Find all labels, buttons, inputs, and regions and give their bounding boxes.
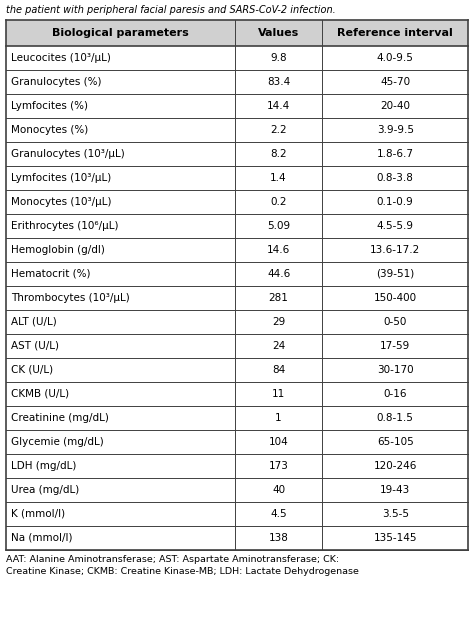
Text: Biological parameters: Biological parameters (52, 28, 189, 38)
Text: 3.9-9.5: 3.9-9.5 (377, 125, 414, 135)
Text: 0.8-1.5: 0.8-1.5 (377, 413, 414, 423)
Text: CK (U/L): CK (U/L) (11, 365, 53, 375)
Text: 120-246: 120-246 (374, 461, 417, 471)
Text: 0.8-3.8: 0.8-3.8 (377, 173, 414, 183)
Text: AST (U/L): AST (U/L) (11, 341, 59, 351)
Text: 135-145: 135-145 (374, 533, 417, 543)
Text: 19-43: 19-43 (380, 485, 410, 495)
Text: 0.2: 0.2 (270, 197, 287, 207)
Text: Na (mmol/l): Na (mmol/l) (11, 533, 73, 543)
Text: 1.4: 1.4 (270, 173, 287, 183)
Text: 44.6: 44.6 (267, 269, 290, 279)
Text: Erithrocytes (10⁶/μL): Erithrocytes (10⁶/μL) (11, 221, 118, 231)
Text: CKMB (U/L): CKMB (U/L) (11, 389, 69, 399)
Text: 0-16: 0-16 (383, 389, 407, 399)
Text: 9.8: 9.8 (270, 53, 287, 63)
Text: Reference interval: Reference interval (337, 28, 453, 38)
Text: Lymfocites (%): Lymfocites (%) (11, 101, 88, 111)
Text: Thrombocytes (10³/μL): Thrombocytes (10³/μL) (11, 293, 130, 303)
Text: 11: 11 (272, 389, 285, 399)
Text: 1: 1 (275, 413, 282, 423)
Text: 40: 40 (272, 485, 285, 495)
Text: 8.2: 8.2 (270, 149, 287, 159)
Text: 173: 173 (269, 461, 289, 471)
Text: Hemoglobin (g/dl): Hemoglobin (g/dl) (11, 245, 105, 255)
Text: the patient with peripheral facial paresis and SARS-CoV-2 infection.: the patient with peripheral facial pares… (6, 5, 336, 15)
Text: 0-50: 0-50 (383, 317, 407, 327)
Text: Monocytes (%): Monocytes (%) (11, 125, 88, 135)
Text: 14.4: 14.4 (267, 101, 290, 111)
Text: AAT: Alanine Aminotransferase; AST: Aspartate Aminotransferase; CK:
Creatine Kin: AAT: Alanine Aminotransferase; AST: Aspa… (6, 555, 359, 576)
Text: Hematocrit (%): Hematocrit (%) (11, 269, 91, 279)
Text: 4.5: 4.5 (270, 509, 287, 519)
Text: 5.09: 5.09 (267, 221, 290, 231)
Text: 14.6: 14.6 (267, 245, 290, 255)
Text: LDH (mg/dL): LDH (mg/dL) (11, 461, 76, 471)
Text: ALT (U/L): ALT (U/L) (11, 317, 57, 327)
Text: Monocytes (10³/μL): Monocytes (10³/μL) (11, 197, 111, 207)
Text: 1.8-6.7: 1.8-6.7 (377, 149, 414, 159)
Text: 45-70: 45-70 (380, 77, 410, 87)
Text: 2.2: 2.2 (270, 125, 287, 135)
Text: 24: 24 (272, 341, 285, 351)
Text: Creatinine (mg/dL): Creatinine (mg/dL) (11, 413, 109, 423)
Text: 0.1-0.9: 0.1-0.9 (377, 197, 414, 207)
Text: (39-51): (39-51) (376, 269, 414, 279)
Text: 281: 281 (269, 293, 289, 303)
Text: 4.0-9.5: 4.0-9.5 (377, 53, 414, 63)
Text: 104: 104 (269, 437, 289, 447)
Text: Glycemie (mg/dL): Glycemie (mg/dL) (11, 437, 104, 447)
Text: 30-170: 30-170 (377, 365, 413, 375)
Text: Lymfocites (10³/μL): Lymfocites (10³/μL) (11, 173, 111, 183)
Text: Granulocytes (%): Granulocytes (%) (11, 77, 101, 87)
Bar (6, 20, 468, 46)
Text: Granulocytes (10³/μL): Granulocytes (10³/μL) (11, 149, 125, 159)
Text: 83.4: 83.4 (267, 77, 290, 87)
Text: K (mmol/l): K (mmol/l) (11, 509, 65, 519)
Text: 150-400: 150-400 (374, 293, 417, 303)
Text: 29: 29 (272, 317, 285, 327)
Text: 20-40: 20-40 (380, 101, 410, 111)
Text: 65-105: 65-105 (377, 437, 414, 447)
Text: 4.5-5.9: 4.5-5.9 (377, 221, 414, 231)
Text: 84: 84 (272, 365, 285, 375)
Text: 138: 138 (269, 533, 289, 543)
Text: Leucocites (10³/μL): Leucocites (10³/μL) (11, 53, 111, 63)
Text: 17-59: 17-59 (380, 341, 410, 351)
Text: 13.6-17.2: 13.6-17.2 (370, 245, 420, 255)
Text: 3.5-5: 3.5-5 (382, 509, 409, 519)
Text: Values: Values (258, 28, 299, 38)
Text: Urea (mg/dL): Urea (mg/dL) (11, 485, 79, 495)
